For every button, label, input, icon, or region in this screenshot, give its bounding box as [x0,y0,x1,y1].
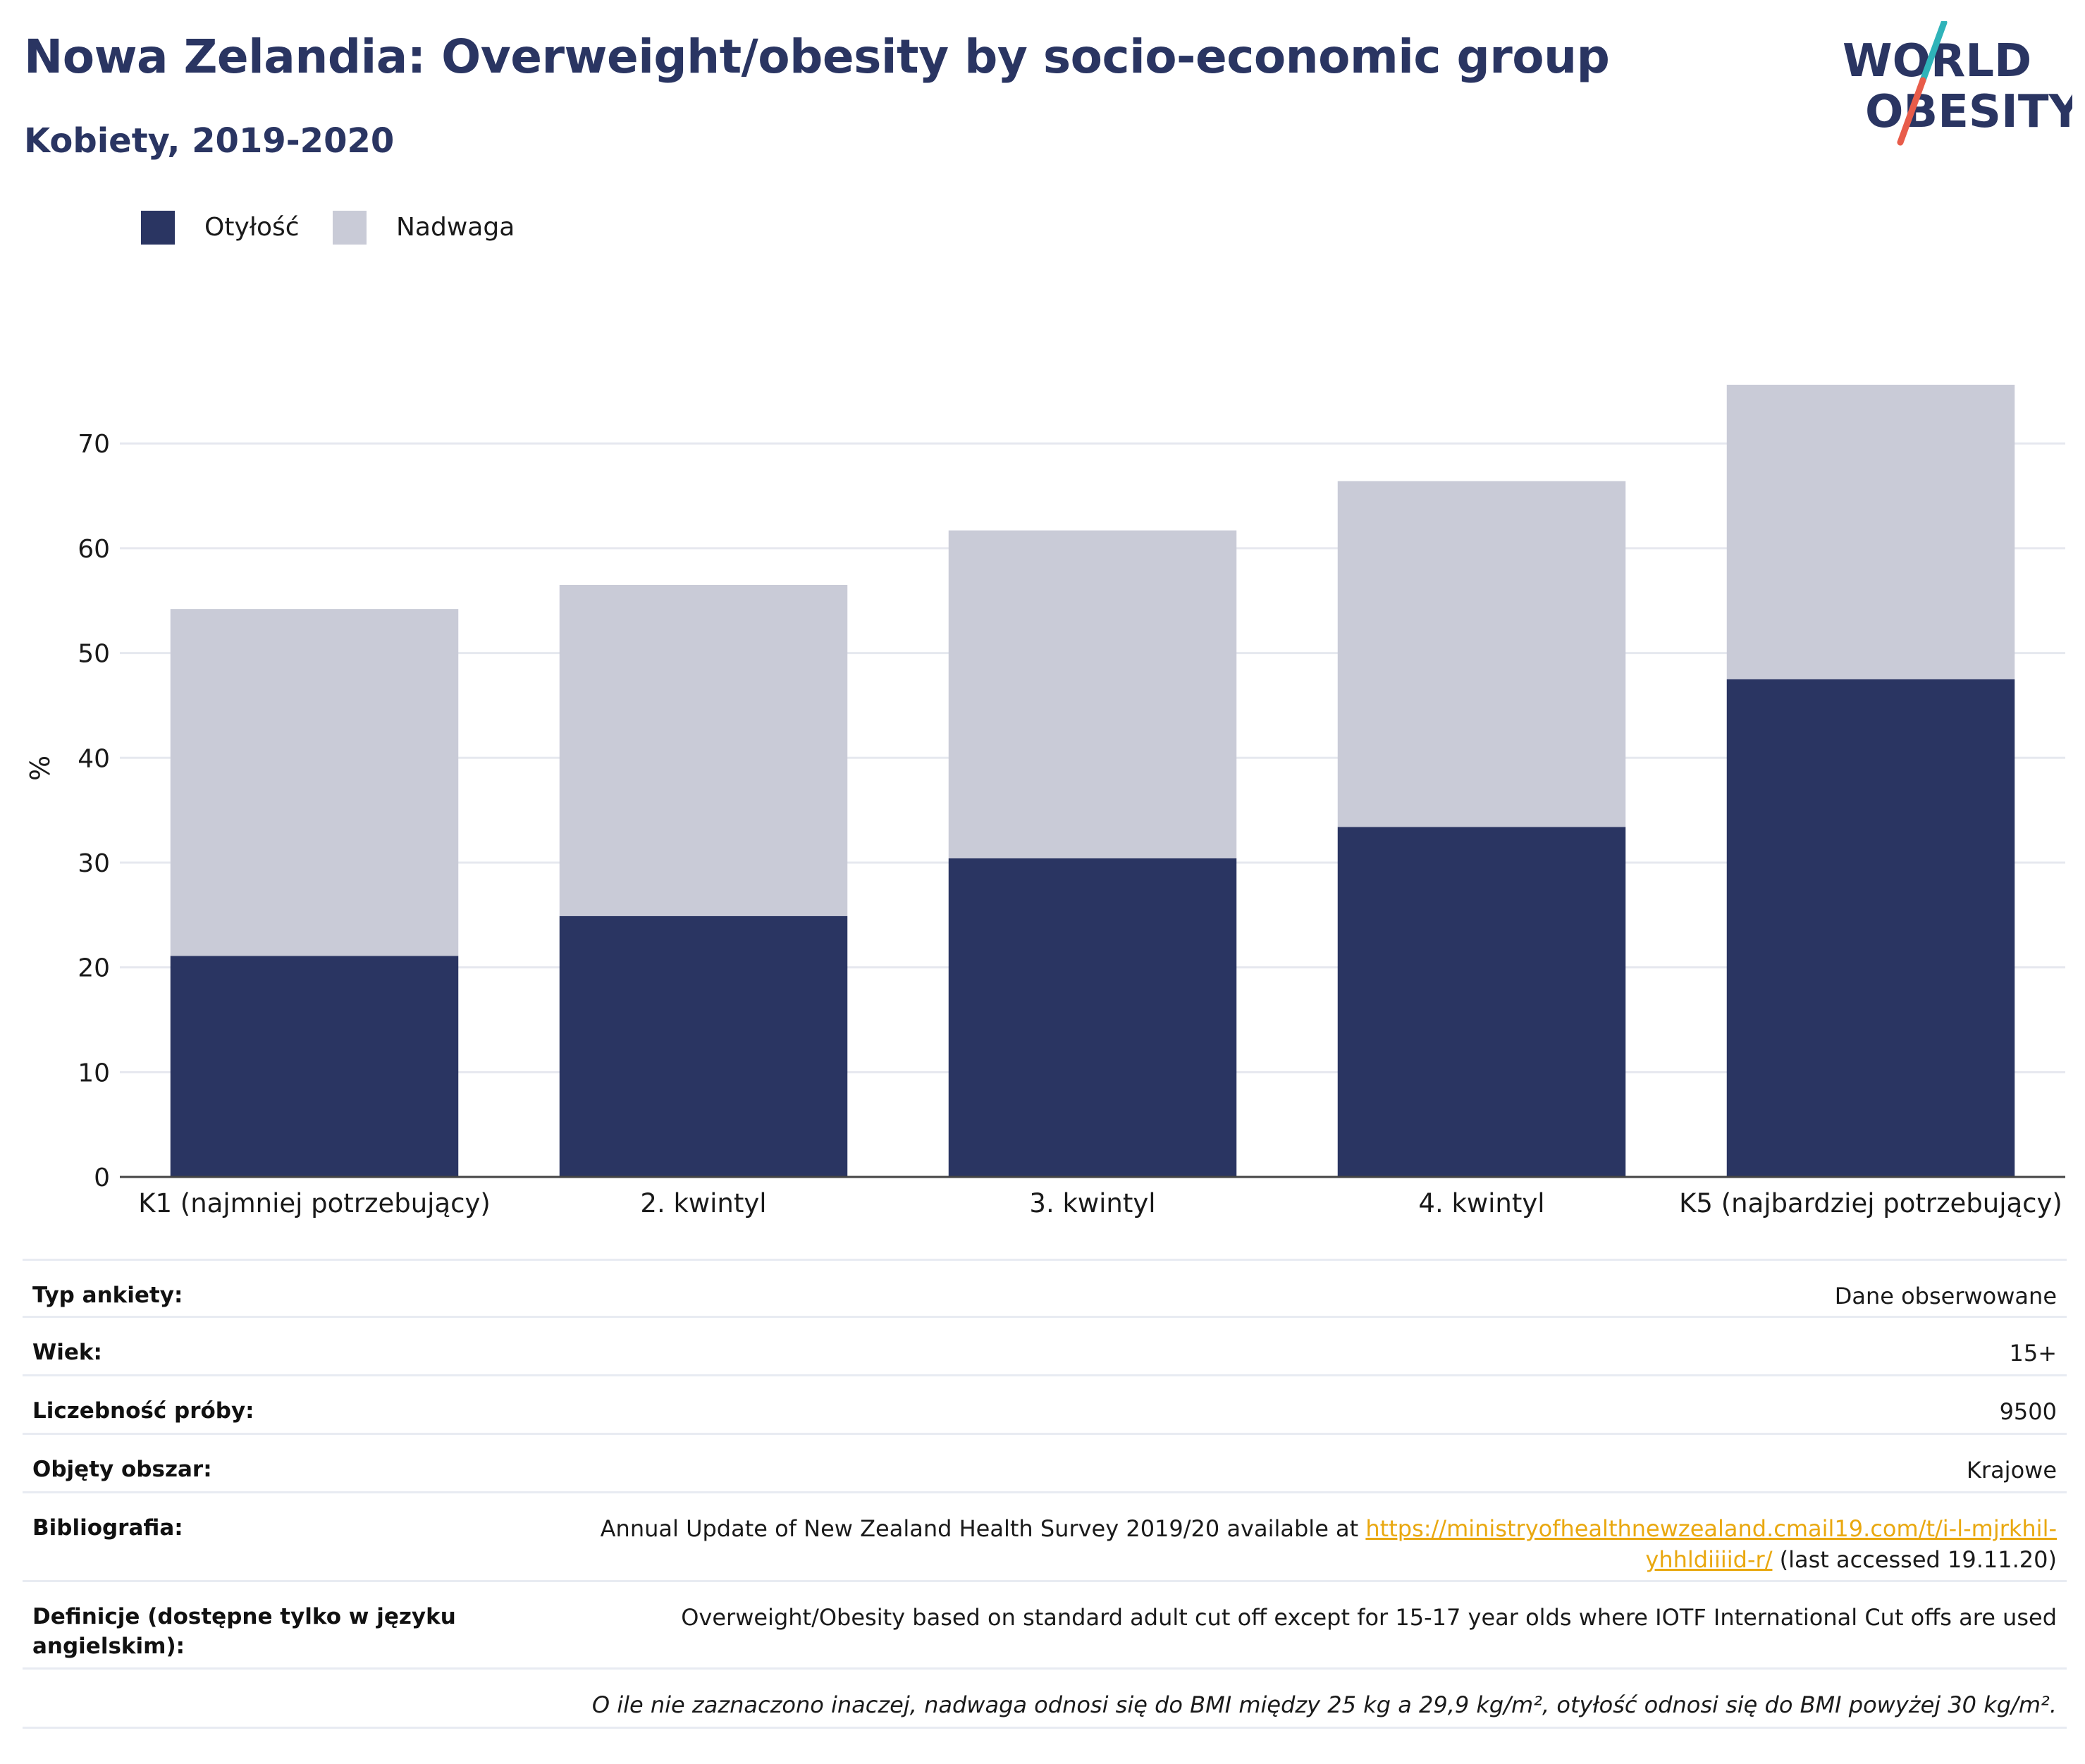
info-row-survey-type: Typ ankiety: Dane obserwowane [23,1259,2067,1318]
info-label: Objęty obszar: [32,1457,212,1482]
y-tick-label: 50 [78,640,110,669]
info-value: Krajowe [1966,1457,2057,1484]
info-label: Liczebność próby: [32,1398,254,1424]
bibliography-accessed: (last accessed 19.11.20) [1772,1546,2057,1573]
logo-slash-red [1897,77,1926,146]
info-table: Typ ankiety: Dane obserwowane Wiek: 15+ … [23,1259,2067,1729]
chart-subtitle: Kobiety, 2019-2020 [24,121,395,161]
logo-slash-teal [1919,21,1948,84]
info-value: Overweight/Obesity based on standard adu… [681,1604,2057,1631]
bar-obesity[interactable] [1726,679,2015,1177]
legend-swatch-overweight [333,211,367,245]
bar-obesity[interactable] [559,915,848,1177]
stacked-bar-chart: 0 10 20 30 40 50 60 70 K1 (najmniej potrzebujący… [25,384,2065,1219]
y-tick-label: 20 [78,954,110,983]
info-label: Definicje (dostępne tylko w języku angie… [32,1604,456,1659]
info-label: Typ ankiety: [32,1283,183,1308]
bar-overweight[interactable] [948,530,1237,858]
info-value: Dane obserwowane [1834,1283,2057,1309]
bar-overweight[interactable] [1337,481,1626,827]
bar-overweight[interactable] [559,584,848,916]
x-tick-label: 2. kwintyl [640,1188,766,1219]
bar-overweight[interactable] [170,609,459,956]
bar-obesity[interactable] [170,956,459,1177]
info-row-note: O ile nie zaznaczono inaczej, nadwaga od… [23,1670,2067,1729]
y-tick-label: 10 [78,1059,110,1087]
bibliography-link-line-2: yhhldiiiid-r/ [1645,1546,1773,1573]
legend-label-overweight: Nadwaga [396,213,515,242]
x-tick-label: K5 (najbardziej potrzebujący) [1679,1188,2062,1219]
bibliography-text: Annual Update of New Zealand Health Surv… [600,1515,1366,1542]
info-row-bibliography: Bibliografia: Annual Update of New Zeala… [23,1493,2067,1582]
y-tick-label: 0 [94,1164,110,1192]
info-row-age: Wiek: 15+ [23,1318,2067,1376]
bibliography-link[interactable]: https://ministryofhealthnewzealand.cmail… [1365,1515,2057,1573]
chart-title: Nowa Zelandia: Overweight/obesity by soc… [24,30,1610,84]
bibliography-value: Annual Update of New Zealand Health Surv… [469,1513,2057,1575]
y-tick-label: 70 [78,430,110,459]
info-label: Bibliografia: [32,1515,183,1541]
bar-obesity[interactable] [1337,827,1626,1177]
bar-obesity[interactable] [948,858,1237,1177]
info-row-sample-size: Liczebność próby: 9500 [23,1376,2067,1435]
y-axis-label: % [25,755,56,781]
info-label: Wiek: [32,1340,102,1365]
axes: 0 10 20 30 40 50 60 70 K1 (najmniej potrzebujący… [78,430,2065,1219]
legend-swatch-obesity [141,211,175,245]
y-tick-label: 30 [78,849,110,878]
y-tick-label: 40 [78,744,110,773]
y-tick-label: 60 [78,535,110,564]
bibliography-link-line-1: https://ministryofhealthnewzealand.cmail… [1365,1515,2057,1542]
info-row-definitions: Definicje (dostępne tylko w języku angie… [23,1582,2067,1670]
world-obesity-logo: WORLD OBESITY [1843,21,2072,146]
logo-line-2: OBESITY [1865,86,2072,138]
bars [170,384,2015,1177]
info-row-area: Objęty obszar: Krajowe [23,1435,2067,1493]
bmi-note: O ile nie zaznaczono inaczej, nadwaga od… [591,1691,2057,1718]
info-value: 15+ [2009,1340,2057,1367]
bar-overweight[interactable] [1726,384,2015,679]
x-tick-label: 4. kwintyl [1418,1188,1544,1219]
x-tick-label: K1 (najmniej potrzebujący) [138,1188,491,1219]
x-tick-label: 3. kwintyl [1029,1188,1155,1219]
info-value: 9500 [1999,1398,2057,1425]
legend-label-obesity: Otyłość [204,213,300,242]
